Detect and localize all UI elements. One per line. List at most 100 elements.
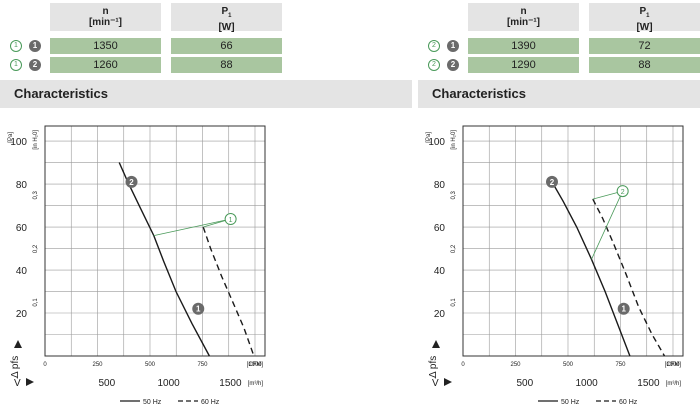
y-unit-label: [Pa]: [426, 132, 432, 143]
speed-value: 1290: [468, 57, 579, 73]
speed-marker: 1: [447, 40, 459, 52]
operating-point-label: 1: [196, 305, 201, 314]
series-line-2: [202, 226, 255, 357]
operating-point-label: 1: [621, 305, 626, 314]
series-line-2: [592, 198, 666, 357]
curve-marker: 2: [428, 40, 440, 52]
x-tick-label: 1500: [637, 378, 660, 389]
y-unit-label: [Pa]: [8, 132, 14, 143]
series-line-1: [118, 162, 211, 357]
legend-label-1: 50 Hz: [561, 399, 580, 406]
callout-label: 1: [229, 217, 233, 224]
y-tick-label: 80: [434, 180, 446, 191]
x-arrow-icon: [26, 378, 34, 386]
speed-value: 1390: [468, 38, 579, 54]
x2-tick-label: 0: [461, 362, 465, 368]
section-title: Characteristics: [0, 80, 412, 108]
y-tick-label: 60: [434, 223, 446, 234]
y2-tick-label: 0,3: [451, 191, 457, 200]
speed-marker: 1: [29, 40, 41, 52]
y2-tick-label: 0,2: [33, 244, 39, 253]
x2-tick-label: 1000: [248, 362, 262, 368]
x2-tick-label: 250: [510, 362, 521, 368]
x-tick-label: 500: [516, 378, 533, 389]
y-tick-label: 100: [10, 137, 27, 148]
power-value: 88: [589, 57, 700, 73]
y2-tick-label: 0,1: [451, 298, 457, 307]
speed-marker: 2: [447, 59, 459, 71]
panel-1: n [min⁻¹] P1 [W] 1 1 1350 66 1 2 1260 88…: [0, 0, 412, 408]
x2-unit-label: [CFM]: [247, 362, 264, 368]
curve-marker: 1: [10, 59, 22, 71]
operating-point-label: 2: [129, 178, 134, 187]
curve-marker: 1: [10, 40, 22, 52]
power-value: 66: [171, 38, 282, 54]
speed-value: 1260: [50, 57, 161, 73]
operating-point-marker: [192, 302, 205, 315]
series-line-1: [551, 181, 631, 357]
y-axis-label: Δ pfs: [428, 356, 439, 378]
x-tick-label: 1000: [157, 378, 180, 389]
x2-tick-label: 0: [43, 362, 47, 368]
operating-point-marker: [545, 175, 558, 188]
plot-frame: [462, 125, 684, 357]
y-axis-label: Δ pfs: [10, 356, 21, 378]
x-axis-label: V̇: [14, 376, 21, 389]
callout-leader: [591, 190, 624, 260]
y2-unit-label: [in H₂0]: [451, 130, 457, 150]
plot-frame: [44, 125, 266, 357]
operating-point-label: 2: [550, 178, 555, 187]
section-title: Characteristics: [418, 80, 700, 108]
table-row: 1 1 1350 66: [0, 38, 290, 54]
speed-value: 1350: [50, 38, 161, 54]
callout-marker: [616, 185, 629, 198]
y-tick-label: 20: [434, 309, 446, 320]
y2-tick-label: 0,1: [33, 298, 39, 307]
power-value: 72: [589, 38, 700, 54]
y-arrow-icon: [14, 340, 22, 348]
y2-tick-label: 0,2: [451, 244, 457, 253]
x-tick-label: 1500: [219, 378, 242, 389]
y-tick-label: 100: [428, 137, 445, 148]
panel-2: n [min⁻¹] P1 [W] 2 1 1390 72 2 2 1290 88…: [418, 0, 700, 408]
speed-marker: 2: [29, 59, 41, 71]
x-arrow-icon: [444, 378, 452, 386]
table-row: 2 2 1290 88: [418, 57, 700, 73]
x-axis-label: V̇: [432, 376, 439, 389]
y-arrow-icon: [432, 340, 440, 348]
callout-label: 2: [621, 189, 625, 196]
x-unit-label: [m³/h]: [248, 381, 264, 387]
table-row: 2 1 1390 72: [418, 38, 700, 54]
x-tick-label: 500: [98, 378, 115, 389]
y-tick-label: 80: [16, 180, 28, 191]
curve-marker: 2: [428, 59, 440, 71]
x2-unit-label: [CFM]: [665, 362, 682, 368]
legend-label-2: 60 Hz: [201, 399, 220, 406]
legend-label-1: 50 Hz: [143, 399, 162, 406]
y-tick-label: 60: [16, 223, 28, 234]
y-tick-label: 40: [434, 266, 446, 277]
operating-point-marker: [125, 175, 138, 188]
y2-tick-label: 0,3: [33, 191, 39, 200]
x2-tick-label: 500: [145, 362, 156, 368]
y-tick-label: 20: [16, 309, 28, 320]
callout-leader: [153, 218, 231, 237]
operating-point-marker: [617, 302, 630, 315]
y2-unit-label: [in H₂0]: [33, 130, 39, 150]
x2-tick-label: 750: [615, 362, 626, 368]
x-tick-label: 1000: [575, 378, 598, 389]
x-unit-label: [m³/h]: [666, 381, 682, 387]
speed-header: n [min⁻¹]: [50, 3, 161, 31]
x2-tick-label: 250: [92, 362, 103, 368]
power-value: 88: [171, 57, 282, 73]
legend-label-2: 60 Hz: [619, 399, 638, 406]
x2-tick-label: 750: [197, 362, 208, 368]
x2-tick-label: 500: [563, 362, 574, 368]
power-header: P1 [W]: [589, 3, 700, 33]
speed-header: n [min⁻¹]: [468, 3, 579, 31]
x2-tick-label: 1000: [666, 362, 680, 368]
power-header: P1 [W]: [171, 3, 282, 33]
y-tick-label: 40: [16, 266, 28, 277]
